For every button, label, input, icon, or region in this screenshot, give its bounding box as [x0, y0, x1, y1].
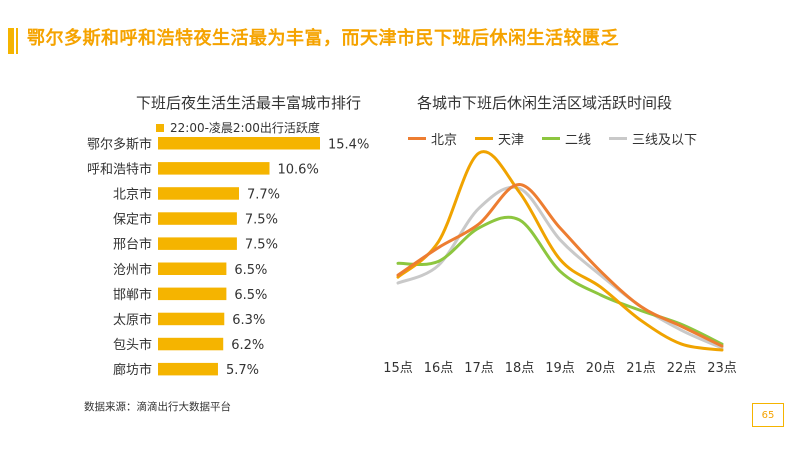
line-legend-item: 三线及以下: [609, 129, 697, 148]
title-accent-bar-thin: [16, 28, 18, 54]
line-legend: 北京 天津 二线 三线及以下: [408, 129, 697, 148]
bar-value-label: 6.3%: [232, 313, 265, 328]
x-tick-label: 15点: [383, 361, 413, 376]
data-source: 数据来源：滴滴出行大数据平台: [84, 401, 231, 413]
bar-category-label: 邯郸市: [113, 287, 152, 303]
bar: [158, 137, 320, 150]
bar: [158, 362, 218, 376]
series-line-1: [396, 183, 724, 348]
bar-value-label: 15.4%: [328, 137, 369, 152]
x-tick-label: 19点: [545, 361, 575, 376]
title-accent-bar: [8, 28, 14, 54]
page-number: 65: [752, 403, 784, 427]
bar: [158, 337, 224, 351]
bar-category-label: 包头市: [113, 337, 152, 353]
x-tick-label: 17点: [464, 361, 494, 376]
line-legend-item: 天津: [475, 129, 524, 148]
bar: [158, 262, 227, 275]
page-title: 鄂尔多斯和呼和浩特夜生活最为丰富，而天津市民下班后休闲生活较匮乏: [27, 28, 619, 49]
line-chart-title: 各城市下班后休闲生活区域活跃时间段: [417, 94, 673, 112]
bar-value-label: 10.6%: [278, 162, 319, 177]
legend-label: 北京: [431, 133, 458, 148]
bar: [158, 237, 237, 250]
bar-value-label: 7.5%: [245, 238, 278, 253]
legend-label: 天津: [498, 133, 525, 148]
bar-category-label: 太原市: [113, 312, 152, 328]
bar-value-label: 7.5%: [245, 213, 278, 228]
x-tick-label: 20点: [586, 361, 616, 376]
bar-chart-title: 下班后夜生活生活最丰富城市排行: [136, 94, 362, 112]
legend-label: 三线及以下: [632, 133, 698, 148]
bar: [158, 312, 225, 326]
legend-line-swatch: [609, 137, 628, 140]
x-tick-label: 21点: [626, 361, 656, 376]
series-line-4: [396, 185, 724, 350]
bar-category-label: 北京市: [113, 186, 152, 202]
legend-line-swatch: [408, 137, 426, 140]
bar-category-label: 呼和浩特市: [87, 161, 152, 177]
bar-value-label: 6.5%: [234, 288, 267, 303]
bar-value-label: 6.2%: [231, 338, 264, 353]
x-tick-label: 18点: [505, 361, 535, 376]
bar: [158, 287, 227, 301]
bar-category-label: 鄂尔多斯市: [87, 136, 152, 152]
bar-legend-label: 22:00-凌晨2:00出行活跃度: [170, 121, 320, 135]
bar: [158, 187, 239, 200]
line-legend-item: 二线: [542, 129, 591, 148]
x-tick-label: 22点: [667, 361, 697, 376]
bar-chart: 鄂尔多斯市 15.4% 呼和浩特市 10.6% 北京市 7.7% 保定市 7.5% 邢台市 7.5…: [87, 136, 369, 378]
bar-category-label: 保定市: [113, 212, 152, 228]
bar-category-label: 沧州市: [113, 262, 152, 278]
x-tick-label: 23点: [707, 361, 737, 376]
bar: [158, 162, 270, 175]
line-chart: 15点 16点 17点 18点 19点 20点 21点 22点 23点: [383, 150, 737, 376]
bar: [158, 212, 237, 225]
legend-label: 二线: [565, 133, 592, 148]
bar-legend: 22:00-凌晨2:00出行活跃度: [156, 119, 320, 136]
legend-line-swatch: [542, 137, 561, 140]
legend-line-swatch: [475, 137, 494, 140]
line-legend-item: 北京: [408, 129, 457, 148]
bar-category-label: 廊坊市: [113, 362, 152, 378]
bar-value-label: 6.5%: [234, 263, 267, 278]
bar-value-label: 7.7%: [247, 187, 280, 202]
bar-legend-swatch: [156, 123, 164, 132]
x-tick-label: 16点: [424, 361, 454, 376]
bar-category-label: 邢台市: [113, 237, 152, 253]
bar-value-label: 5.7%: [226, 363, 259, 378]
series-line-2: [396, 150, 724, 352]
